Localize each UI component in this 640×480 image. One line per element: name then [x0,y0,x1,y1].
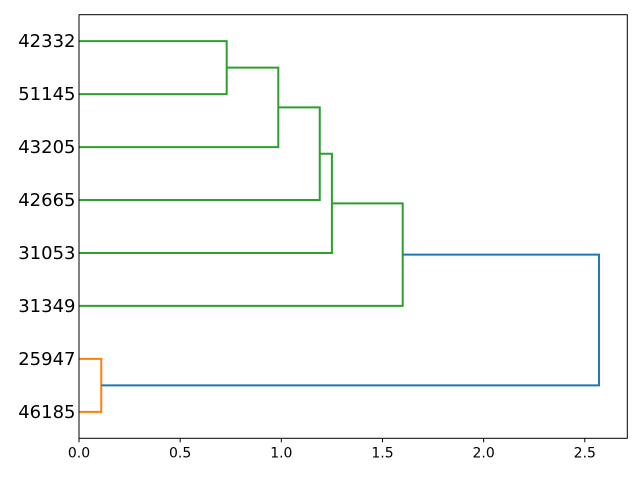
x-axis-tick-label: 1.0 [270,445,292,461]
axes-frame [78,14,628,439]
x-axis-tick-label: 2.5 [574,445,596,461]
x-axis-tick-label: 0.0 [68,445,90,461]
leaf-label: 42332 [18,31,75,52]
x-axis-tick-label: 0.5 [169,445,191,461]
leaf-label: 31349 [18,296,75,317]
leaf-label: 25947 [18,349,75,370]
x-axis-tick-label: 1.5 [371,445,393,461]
leaf-label: 31053 [18,243,75,264]
x-axis-tick-label: 2.0 [473,445,495,461]
dendrogram-link-M7 [101,253,600,387]
leaf-label: 42665 [18,190,75,211]
leaf-label: 46185 [18,402,75,423]
leaf-label: 51145 [18,84,75,105]
leaf-label: 43205 [18,137,75,158]
